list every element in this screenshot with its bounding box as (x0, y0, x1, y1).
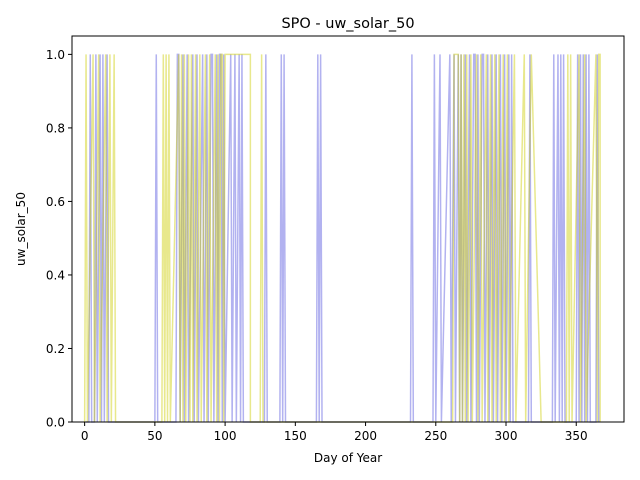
plot-frame (71, 35, 625, 423)
series-layer (83, 53, 601, 423)
x-axis-label: Day of Year (314, 451, 382, 465)
y-axis-label: uw_solar_50 (14, 192, 28, 266)
x-tick-label: 0 (81, 429, 89, 443)
x-tick-label: 50 (147, 429, 162, 443)
series-line-2 (83, 53, 601, 423)
series-line-1 (86, 53, 600, 423)
x-tick-label: 350 (565, 429, 588, 443)
y-tick-label: 0.4 (46, 268, 65, 282)
y-tick-label: 0.6 (46, 195, 65, 209)
y-tick-label: 1.0 (46, 48, 65, 62)
x-tick-label: 250 (424, 429, 447, 443)
x-axis: 0 50 100 150 200 250 300 350 (81, 422, 588, 443)
x-tick-label: 100 (214, 429, 237, 443)
chart-title: SPO - uw_solar_50 (281, 16, 414, 32)
y-tick-label: 0.8 (46, 121, 65, 135)
y-tick-label: 0.0 (46, 416, 65, 430)
x-tick-label: 150 (284, 429, 307, 443)
x-tick-label: 300 (495, 429, 518, 443)
x-tick-label: 200 (354, 429, 377, 443)
y-axis: 0.0 0.2 0.4 0.6 0.8 1.0 (46, 48, 72, 430)
y-tick-label: 0.2 (46, 342, 65, 356)
